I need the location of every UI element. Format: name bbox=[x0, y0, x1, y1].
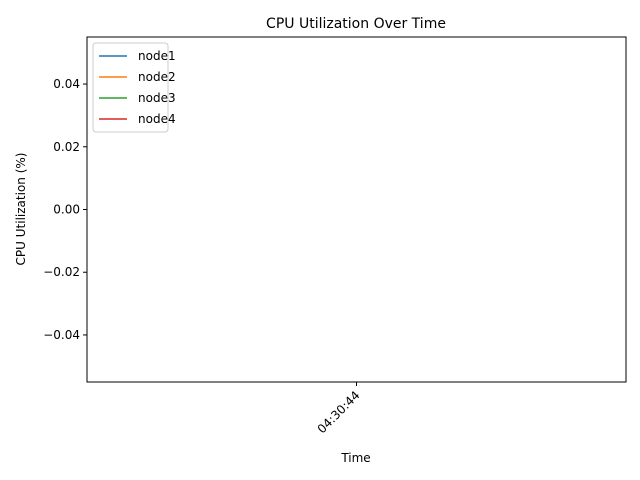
y-tick-label: −0.02 bbox=[43, 265, 80, 279]
x-tick-label: 04:30:44 bbox=[315, 388, 363, 436]
legend-label-node1: node1 bbox=[138, 49, 176, 63]
legend: node1 node2 node3 node4 bbox=[92, 42, 176, 133]
y-tick-label: 0.00 bbox=[53, 203, 80, 217]
chart-title: CPU Utilization Over Time bbox=[266, 16, 446, 32]
legend-label-node4: node4 bbox=[138, 112, 176, 126]
x-axis-ticks: 04:30:44 bbox=[315, 382, 363, 436]
y-tick-label: 0.04 bbox=[53, 77, 80, 91]
legend-box bbox=[92, 42, 169, 133]
y-tick-label: 0.02 bbox=[53, 140, 80, 154]
y-axis-ticks: −0.04 −0.02 0.00 0.02 0.04 bbox=[43, 77, 87, 342]
legend-label-node3: node3 bbox=[138, 91, 176, 105]
legend-label-node2: node2 bbox=[138, 70, 176, 84]
y-axis-label: CPU Utilization (%) bbox=[14, 153, 28, 266]
y-tick-label: −0.04 bbox=[43, 328, 80, 342]
plot-area bbox=[86, 36, 627, 383]
x-axis-label: Time bbox=[340, 451, 370, 465]
